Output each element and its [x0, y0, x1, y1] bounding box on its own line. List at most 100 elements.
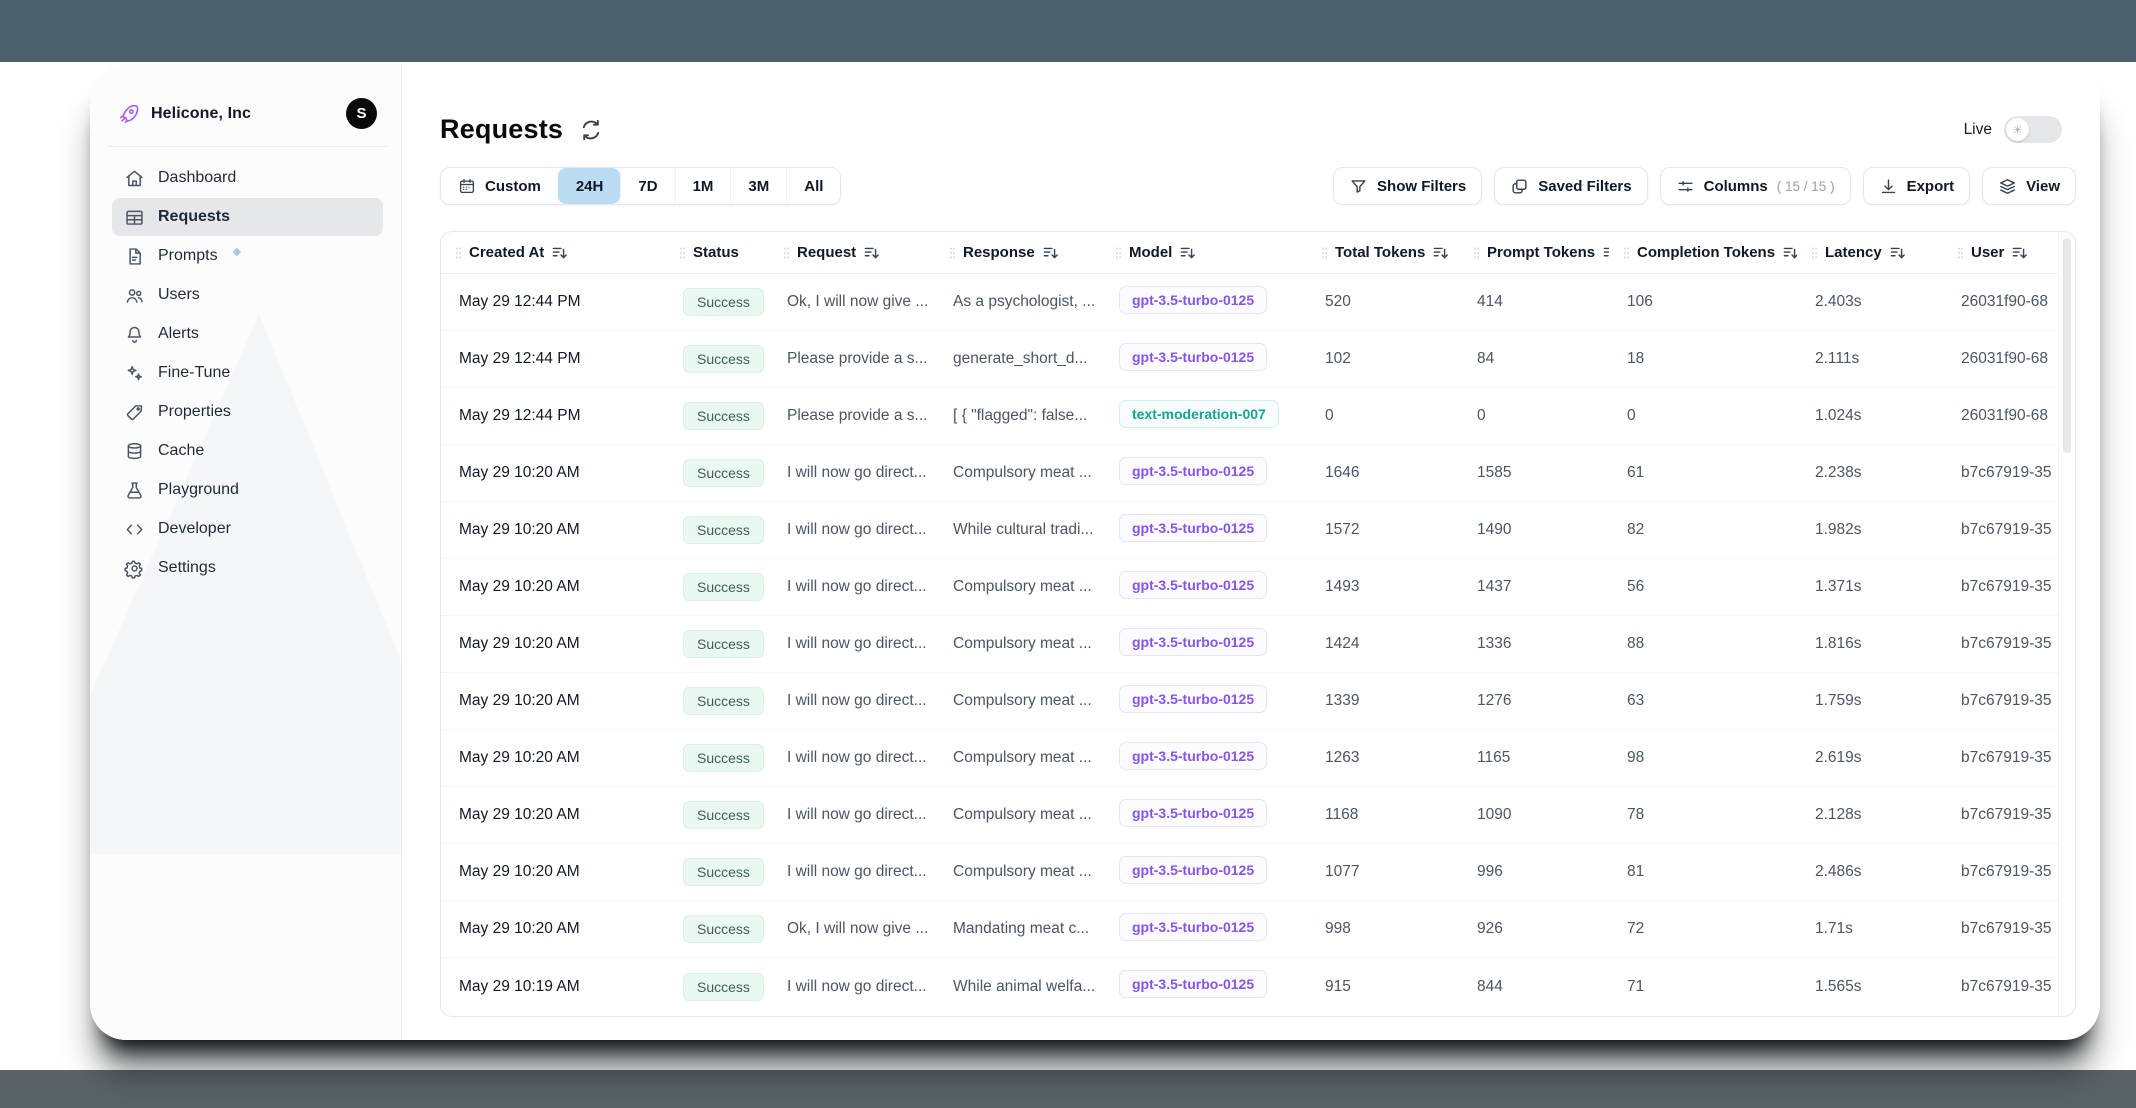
column-header-response[interactable]: Response — [935, 244, 1101, 261]
scrollbar-thumb[interactable] — [2063, 238, 2071, 453]
time-range-option-1m[interactable]: 1M — [675, 168, 731, 204]
sort-icon[interactable] — [1782, 244, 1797, 261]
sort-icon[interactable] — [1432, 244, 1449, 261]
sidebar-item-fine-tune[interactable]: Fine-Tune — [112, 354, 383, 392]
sort-icon[interactable] — [1042, 244, 1059, 261]
cell-latency: 1.982s — [1797, 521, 1943, 539]
sidebar-item-alerts[interactable]: Alerts — [112, 315, 383, 353]
table-row[interactable]: May 29 10:19 AMSuccessI will now go dire… — [441, 958, 2058, 1015]
column-header-prompt-tokens[interactable]: Prompt Tokens — [1459, 244, 1609, 261]
cell-created-at: May 29 10:20 AM — [441, 464, 665, 482]
org-switcher[interactable]: Helicone, Inc S — [112, 98, 383, 129]
sidebar-item-dashboard[interactable]: Dashboard — [112, 159, 383, 197]
sidebar-item-cache[interactable]: Cache — [112, 432, 383, 470]
table-row[interactable]: May 29 10:20 AMSuccessI will now go dire… — [441, 445, 2058, 502]
table-row[interactable]: May 29 10:20 AMSuccessI will now go dire… — [441, 844, 2058, 901]
cell-response: Compulsory meat ... — [935, 692, 1101, 710]
cell-request: I will now go direct... — [769, 863, 935, 881]
cell-model: gpt-3.5-turbo-0125 — [1101, 514, 1307, 547]
sort-icon[interactable] — [1179, 244, 1196, 261]
table-row[interactable]: May 29 12:44 PMSuccessPlease provide a s… — [441, 331, 2058, 388]
sliders-icon — [1676, 177, 1695, 196]
cell-prompt-tokens: 1585 — [1459, 464, 1609, 482]
table-row[interactable]: May 29 10:20 AMSuccessI will now go dire… — [441, 673, 2058, 730]
drag-handle-icon[interactable] — [1623, 246, 1630, 260]
cell-total-tokens: 1646 — [1307, 464, 1459, 482]
toggle-knob-icon: ✳ — [2006, 118, 2029, 141]
cell-total-tokens: 0 — [1307, 407, 1459, 425]
toolbar: Custom 24H7D1M3MAll Show Filters — [440, 167, 2076, 205]
table-row[interactable]: May 29 10:20 AMSuccessI will now go dire… — [441, 502, 2058, 559]
table-row[interactable]: May 29 10:20 AMSuccessI will now go dire… — [441, 616, 2058, 673]
column-header-completion-tokens[interactable]: Completion Tokens — [1609, 244, 1797, 261]
sort-icon[interactable] — [551, 244, 568, 261]
drag-handle-icon[interactable] — [1115, 246, 1122, 260]
table-row[interactable]: May 29 10:20 AMSuccessOk, I will now giv… — [441, 901, 2058, 958]
sort-icon[interactable] — [863, 244, 880, 261]
sort-icon[interactable] — [1602, 244, 1609, 261]
drag-handle-icon[interactable] — [455, 246, 462, 260]
cell-created-at: May 29 10:20 AM — [441, 692, 665, 710]
sidebar-item-developer[interactable]: Developer — [112, 510, 383, 548]
table-row[interactable]: May 29 10:20 AMSuccessI will now go dire… — [441, 787, 2058, 844]
sidebar-item-users[interactable]: Users — [112, 276, 383, 314]
column-header-latency[interactable]: Latency — [1797, 244, 1943, 261]
cell-user: 26031f90-68 — [1943, 293, 2058, 311]
refresh-icon[interactable] — [579, 118, 603, 142]
saved-filters-button[interactable]: Saved Filters — [1494, 167, 1647, 205]
cell-completion-tokens: 56 — [1609, 578, 1797, 596]
sidebar-item-requests[interactable]: Requests — [112, 198, 383, 236]
columns-button[interactable]: Columns ( 15 / 15 ) — [1660, 167, 1851, 205]
model-badge: gpt-3.5-turbo-0125 — [1119, 457, 1267, 485]
table-row[interactable]: May 29 12:44 PMSuccessOk, I will now giv… — [441, 274, 2058, 331]
download-icon — [1879, 177, 1898, 196]
drag-handle-icon[interactable] — [1473, 246, 1480, 260]
table-row[interactable]: May 29 12:44 PMSuccessPlease provide a s… — [441, 388, 2058, 445]
drag-handle-icon[interactable] — [949, 246, 956, 260]
model-badge: gpt-3.5-turbo-0125 — [1119, 799, 1267, 827]
cell-status: Success — [665, 573, 769, 601]
sidebar-item-prompts[interactable]: Prompts◆ — [112, 237, 383, 275]
sort-icon[interactable] — [1889, 244, 1906, 261]
sidebar-item-playground[interactable]: Playground — [112, 471, 383, 509]
user-avatar[interactable]: S — [346, 98, 377, 129]
time-range-custom-button[interactable]: Custom — [441, 168, 558, 204]
drag-handle-icon[interactable] — [1811, 246, 1818, 260]
cell-status: Success — [665, 973, 769, 1001]
time-range-option-7d[interactable]: 7D — [620, 168, 674, 204]
cell-model: gpt-3.5-turbo-0125 — [1101, 571, 1307, 604]
time-range-option-24h[interactable]: 24H — [558, 168, 621, 204]
column-label: Prompt Tokens — [1487, 244, 1595, 261]
sidebar-item-properties[interactable]: Properties — [112, 393, 383, 431]
column-header-user[interactable]: User — [1943, 244, 2058, 261]
table-row[interactable]: May 29 10:20 AMSuccessI will now go dire… — [441, 730, 2058, 787]
drag-handle-icon[interactable] — [1321, 246, 1328, 260]
column-header-created-at[interactable]: Created At — [441, 244, 665, 261]
cell-user: b7c67919-35 — [1943, 806, 2058, 824]
column-header-status[interactable]: Status — [665, 244, 769, 261]
column-header-request[interactable]: Request — [769, 244, 935, 261]
drag-handle-icon[interactable] — [679, 246, 686, 260]
drag-handle-icon[interactable] — [783, 246, 790, 260]
cell-created-at: May 29 10:20 AM — [441, 521, 665, 539]
cell-status: Success — [665, 858, 769, 886]
show-filters-button[interactable]: Show Filters — [1333, 167, 1482, 205]
time-range-option-3m[interactable]: 3M — [730, 168, 786, 204]
sort-icon[interactable] — [2011, 244, 2028, 261]
drag-handle-icon[interactable] — [1957, 246, 1964, 260]
live-toggle-group: Live ✳ — [1964, 116, 2076, 143]
column-header-model[interactable]: Model — [1101, 244, 1307, 261]
column-label: Request — [797, 244, 856, 261]
table-row[interactable]: May 29 10:20 AMSuccessI will now go dire… — [441, 559, 2058, 616]
table-scrollbar[interactable] — [2058, 232, 2075, 1016]
cell-total-tokens: 1572 — [1307, 521, 1459, 539]
live-toggle[interactable]: ✳ — [2004, 116, 2062, 143]
cell-request: I will now go direct... — [769, 521, 935, 539]
cell-request: I will now go direct... — [769, 578, 935, 596]
tag-icon — [124, 402, 145, 423]
column-header-total-tokens[interactable]: Total Tokens — [1307, 244, 1459, 261]
sidebar-item-settings[interactable]: Settings — [112, 549, 383, 587]
view-button[interactable]: View — [1982, 167, 2076, 205]
time-range-option-all[interactable]: All — [786, 168, 840, 204]
export-button[interactable]: Export — [1863, 167, 1971, 205]
